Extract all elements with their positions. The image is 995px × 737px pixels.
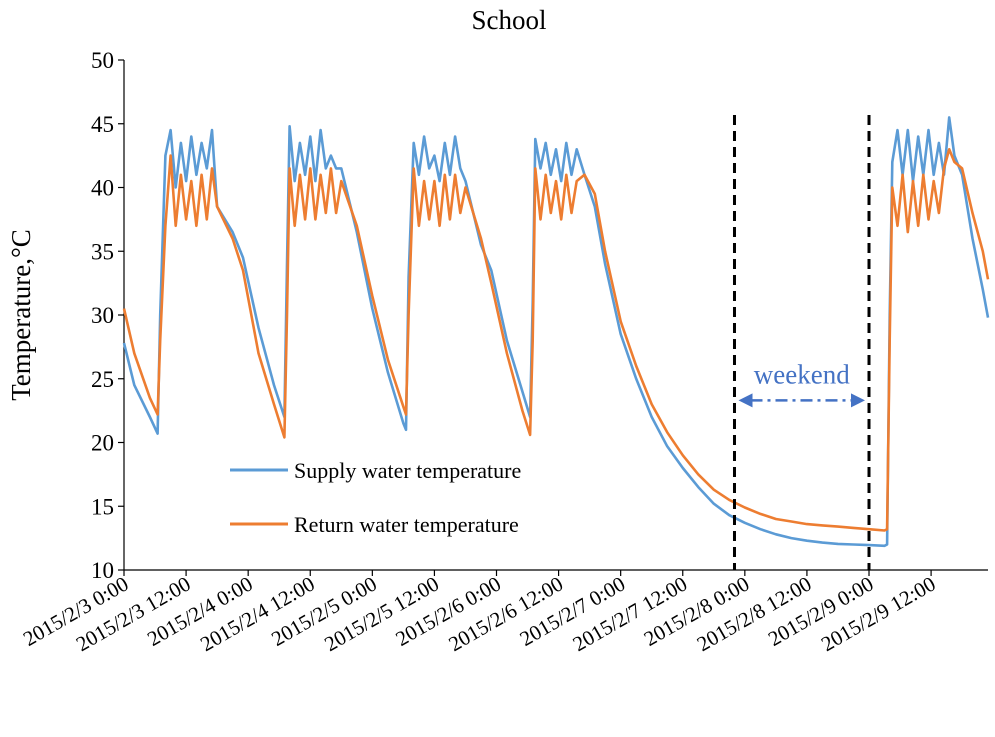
chart-title: School <box>471 5 546 35</box>
weekend-label: weekend <box>754 359 850 389</box>
y-tick-label: 30 <box>91 303 114 328</box>
y-tick-label: 45 <box>91 112 114 137</box>
y-tick-label: 10 <box>91 558 114 583</box>
y-axis-label: Temperature,°C <box>6 229 36 401</box>
y-tick-label: 15 <box>91 494 114 519</box>
legend-label-return: Return water temperature <box>294 512 519 537</box>
y-tick-label: 35 <box>91 239 114 264</box>
y-tick-label: 40 <box>91 176 114 201</box>
weekend-arrow-head-left <box>738 393 753 408</box>
legend: Supply water temperature Return water te… <box>230 458 521 537</box>
weekend-arrow-head-right <box>851 393 866 408</box>
return-water-line <box>122 148 990 532</box>
legend-label-supply: Supply water temperature <box>294 458 521 483</box>
y-tick-label: 20 <box>91 431 114 456</box>
y-tick-label: 50 <box>91 48 114 73</box>
y-tick-label: 25 <box>91 367 114 392</box>
